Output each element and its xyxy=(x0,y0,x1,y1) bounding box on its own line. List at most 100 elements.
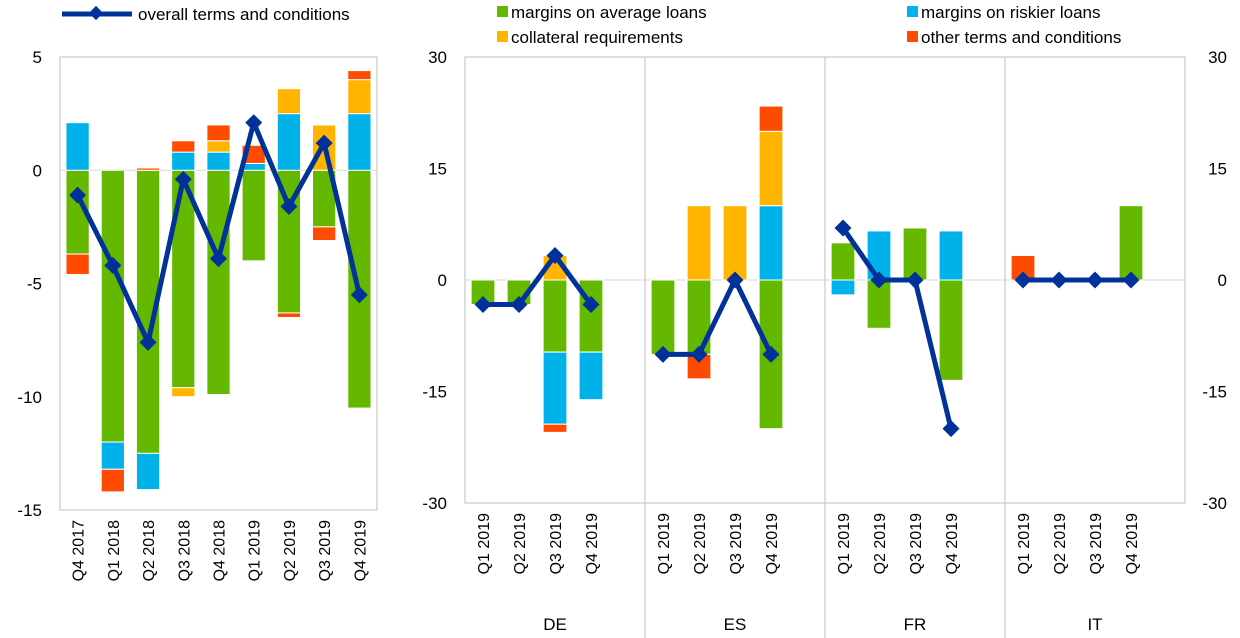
left-bar-1-margins_avg xyxy=(100,169,125,443)
left-x-tick: Q2 2018 xyxy=(141,520,158,581)
right-FR-overall-marker-1 xyxy=(870,271,888,289)
left-overall-marker-1 xyxy=(104,256,122,274)
left-bar-3-collateral xyxy=(171,387,196,398)
right-bar-ES-3-other xyxy=(758,105,784,132)
right-x-tick: Q4 2019 xyxy=(944,513,961,574)
left-bar-6-collateral xyxy=(276,88,302,115)
left-bar-3-margins_risk xyxy=(171,151,196,171)
right-FR-overall-marker-3 xyxy=(942,420,960,438)
legend-item-margins-avg: margins on average loans xyxy=(497,3,707,22)
right-bar-DE-2-margins_risk xyxy=(542,351,568,425)
left-bar-4-margins_risk xyxy=(206,151,231,171)
left-x-tick: Q4 2019 xyxy=(352,520,369,581)
right-bar-FR-3-margins_avg xyxy=(938,279,964,381)
left-bar-7-other xyxy=(312,226,337,241)
left-overall-marker-2 xyxy=(139,333,157,351)
right-bar-DE-2-margins_avg xyxy=(542,279,568,353)
left-y-tick: 0 xyxy=(33,161,42,180)
legend-item-collateral: collateral requirements xyxy=(497,28,683,47)
left-bar-6-margins_risk xyxy=(276,113,302,171)
right-FR-overall-marker-0 xyxy=(834,219,852,237)
right-bar-ES-1-collateral xyxy=(686,205,712,281)
left-overall-marker-7 xyxy=(315,134,333,152)
right-bar-ES-1-margins_avg xyxy=(686,279,712,355)
right-DE-overall-line xyxy=(483,252,594,308)
group-label-IT: IT xyxy=(1087,615,1102,634)
right-bar-ES-2-collateral xyxy=(722,205,748,281)
right-x-tick: Q1 2019 xyxy=(656,513,673,574)
left-y-tick: -15 xyxy=(17,501,42,520)
right-y-tick-right: -15 xyxy=(1202,383,1227,402)
left-x-tick: Q1 2019 xyxy=(247,520,264,581)
right-y-tick-right: 0 xyxy=(1218,271,1227,290)
legend-swatch-margins-avg xyxy=(497,6,508,17)
right-x-tick: Q2 2019 xyxy=(692,513,709,574)
legend-label-collateral: collateral requirements xyxy=(511,28,683,47)
left-bar-1-other xyxy=(100,468,125,493)
left-x-tick: Q3 2018 xyxy=(176,520,193,581)
legend-label-margins-avg: margins on average loans xyxy=(511,3,707,22)
left-bar-2-other xyxy=(135,167,161,171)
right-bar-DE-3-margins_risk xyxy=(578,351,604,401)
right-bar-FR-3-margins_risk xyxy=(938,230,964,281)
legend-swatch-margins-risk xyxy=(907,6,918,17)
right-x-tick: Q2 2019 xyxy=(1052,513,1069,574)
right-y-tick-left: -15 xyxy=(422,383,447,402)
legend-label-other: other terms and conditions xyxy=(921,28,1121,47)
right-DE-overall-marker-0 xyxy=(474,296,492,314)
right-ES-overall-marker-3 xyxy=(762,345,780,363)
left-bar-5-margins_avg xyxy=(241,169,266,262)
legend-marker-overall xyxy=(88,5,104,21)
right-y-tick-right: 30 xyxy=(1208,48,1227,67)
left-bar-2-margins_risk xyxy=(135,452,161,491)
right-x-tick: Q3 2019 xyxy=(908,513,925,574)
right-ES-overall-marker-2 xyxy=(726,271,744,289)
right-ES-overall-marker-1 xyxy=(690,345,708,363)
left-bar-8-other xyxy=(347,70,372,81)
right-FR-overall-line xyxy=(840,226,954,430)
right-x-tick: Q3 2019 xyxy=(728,513,745,574)
right-x-tick: Q1 2019 xyxy=(836,513,853,574)
left-bar-0-other xyxy=(65,253,90,275)
left-overall-marker-4 xyxy=(210,250,227,268)
left-x-tick: Q4 2018 xyxy=(212,520,229,581)
left-bar-4-collateral xyxy=(206,140,231,153)
right-y-tick-left: 0 xyxy=(438,271,447,290)
right-DE-overall-marker-3 xyxy=(582,296,600,314)
right-ES-overall-line xyxy=(663,277,774,357)
group-label-ES: ES xyxy=(724,615,747,634)
left-bar-0-margins_risk xyxy=(65,122,90,171)
group-label-FR: FR xyxy=(904,615,927,634)
legend: overall terms and conditions margins on … xyxy=(62,3,1121,47)
right-y-tick-left: -30 xyxy=(422,494,447,513)
right-x-tick: Q2 2019 xyxy=(872,513,889,574)
right-x-tick: Q1 2019 xyxy=(1016,513,1033,574)
right-bar-DE-2-other xyxy=(542,423,568,433)
left-plot-frame xyxy=(59,56,378,511)
left-y-tick: -10 xyxy=(17,388,42,407)
left-bar-6-other xyxy=(276,312,302,318)
left-overall-marker-8 xyxy=(350,286,368,304)
right-x-tick: Q1 2019 xyxy=(476,513,493,574)
left-bar-8-collateral xyxy=(347,79,372,115)
legend-swatch-other xyxy=(907,31,918,42)
legend-label-margins-risk: margins on riskier loans xyxy=(921,3,1101,22)
left-bar-1-margins_risk xyxy=(100,441,125,470)
right-bar-ES-3-collateral xyxy=(758,130,784,207)
left-bar-4-other xyxy=(206,124,231,142)
left-y-tick: 5 xyxy=(33,48,42,67)
right-IT-overall-marker-1 xyxy=(1050,271,1068,289)
left-bar-4-margins_avg xyxy=(206,169,231,395)
right-bar-IT-3-margins_avg xyxy=(1118,205,1144,281)
left-bar-3-other xyxy=(171,140,196,153)
right-x-tick: Q4 2019 xyxy=(764,513,781,574)
right-x-tick: Q3 2019 xyxy=(1088,513,1105,574)
left-overall-marker-5 xyxy=(245,114,263,132)
right-y-tick-left: 30 xyxy=(428,48,447,67)
left-overall-marker-6 xyxy=(280,198,298,215)
legend-swatch-collateral xyxy=(497,31,508,42)
left-x-tick: Q3 2019 xyxy=(317,520,334,581)
right-FR-overall-marker-2 xyxy=(906,271,924,289)
left-y-tick: -5 xyxy=(27,275,42,294)
